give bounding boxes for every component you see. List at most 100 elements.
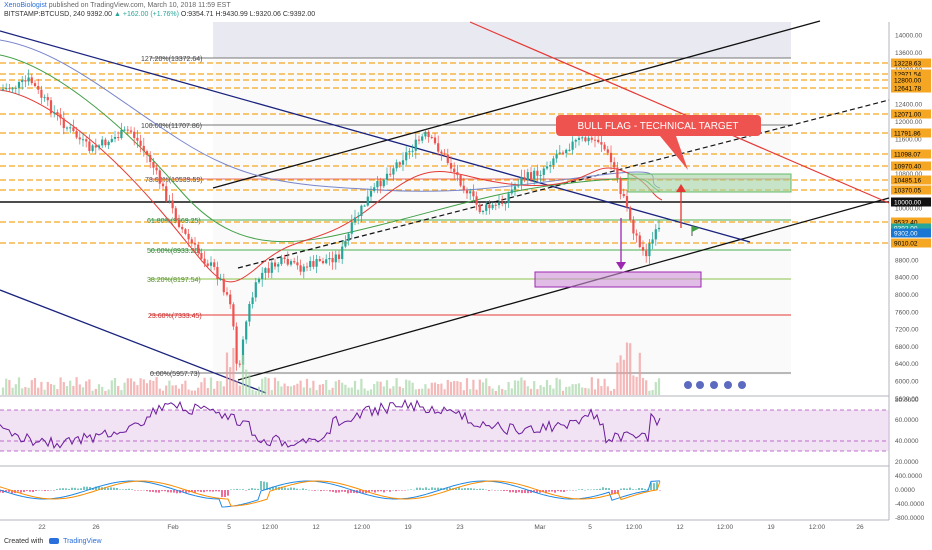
- time-axis-label: 19: [767, 524, 775, 531]
- target-zone: [627, 173, 792, 193]
- price-axis-label: 8800.00: [895, 257, 919, 264]
- tradingview-logo-icon: [49, 538, 60, 545]
- time-axis-label: 26: [856, 524, 864, 531]
- price-tag-bg: [891, 197, 931, 207]
- price-axis-label: 11600.00: [895, 136, 922, 143]
- macd-axis-label: 0.0000: [895, 487, 915, 494]
- flag-icon: [691, 225, 700, 236]
- support-zone: [534, 271, 702, 288]
- publish-info: published on TradingView.com, March 10, …: [48, 2, 231, 9]
- price-tag-bg: [891, 58, 931, 68]
- price-tag: 12971.54: [894, 72, 921, 79]
- author-link[interactable]: XenoBiologist: [4, 2, 47, 9]
- fib-shade-band: [213, 22, 791, 58]
- support-resistance-levels: [0, 62, 889, 244]
- chart-header: XenoBiologist published on TradingView.c…: [0, 0, 932, 22]
- price-axis-label: 7200.00: [895, 327, 919, 334]
- fib-label-7: 0.00%(5957.73): [150, 371, 200, 378]
- price-axis-label: 12000.00: [895, 119, 922, 126]
- price-tag-bg: [891, 175, 931, 185]
- price-tag-bg: [891, 149, 931, 159]
- price-tag: 11791.86: [894, 131, 921, 138]
- macd-axis: 400.0000 0.0000 -400.0000 -800.0000: [895, 473, 925, 522]
- price-axis-label: 5600.00: [895, 396, 919, 403]
- macd-axis-label: -800.0000: [895, 515, 925, 522]
- trend-lines: [0, 20, 890, 394]
- candlesticks: [1, 69, 661, 373]
- price-axis-label: 6000.00: [895, 379, 919, 386]
- price-tag: 9302.00: [894, 231, 918, 238]
- flag-pole-arrow: [616, 218, 626, 270]
- target-arrow: [676, 184, 686, 228]
- price-axis-label: 10000.00: [895, 206, 922, 213]
- rsi-line: [0, 398, 661, 450]
- time-axis-label: 22: [38, 524, 46, 531]
- price-axis-label: 14000.00: [895, 33, 922, 40]
- time-axis-label: Mar: [534, 524, 546, 531]
- price-change: ▲ +162.00 (+1.76%): [114, 11, 179, 18]
- price-tag-bg: [891, 238, 931, 248]
- time-axis-label: Feb: [167, 524, 179, 531]
- time-axis[interactable]: 22 26 Feb 5 12:00 12 12:00 19 23 Mar 5 12:00 12 12:00…: [38, 524, 864, 531]
- rsi-axis-label: 20.0000: [895, 459, 919, 466]
- price-tag: 11098.07: [894, 152, 921, 159]
- price-tag-bg: [891, 217, 931, 227]
- price-tag-bg: [891, 109, 931, 119]
- macd-signal-line: [0, 480, 661, 507]
- price-tag: 9010.02: [894, 241, 918, 248]
- tradingview-link[interactable]: TradingView: [63, 538, 102, 545]
- time-axis-label: 12:00: [717, 524, 734, 531]
- price-tag: 9532.40: [894, 220, 918, 227]
- time-axis-label: 12:00: [354, 524, 371, 531]
- footer: Created with TradingView: [0, 535, 932, 550]
- time-axis-label: 19: [404, 524, 412, 531]
- time-axis-label: 5: [588, 524, 592, 531]
- price-axis-label: 8400.00: [895, 275, 919, 282]
- price-tag-bg: [891, 185, 931, 195]
- macd-axis-label: 400.0000: [895, 473, 922, 480]
- time-axis-label: 12:00: [809, 524, 826, 531]
- price-tag: 12800.00: [894, 78, 921, 85]
- fib-label-6: 23.60%(7333.45): [148, 313, 202, 320]
- created-with-label: Created with: [4, 538, 44, 545]
- symbol-label: BITSTAMP:BTCUSD, 240: [4, 11, 85, 18]
- rsi-axis-label: 80.0000: [895, 397, 919, 404]
- time-axis-label: 12:00: [262, 524, 279, 531]
- price-axis-label: 10800.00: [895, 171, 922, 178]
- time-axis-label: 5: [227, 524, 231, 531]
- price-axis-label: 8000.00: [895, 292, 919, 299]
- fib-label-0: 127.20%(13372.64): [141, 56, 203, 63]
- event-markers[interactable]: [684, 381, 746, 389]
- price-tag: 10370.05: [894, 188, 921, 195]
- macd-axis-label: -400.0000: [895, 501, 925, 508]
- price-tag-bg: [891, 69, 931, 79]
- ohlc-values: O:9354.71 H:9430.99 L:9320.06 C:9392.00: [180, 11, 316, 18]
- fib-label-4: 50.00%(8933.26): [147, 248, 201, 255]
- price-tag-bg: [891, 161, 931, 171]
- time-axis-label: 12: [676, 524, 684, 531]
- rsi-axis-label: 60.0000: [895, 417, 919, 424]
- rsi-axis-label: 40.0000: [895, 438, 919, 445]
- rsi-band: [0, 410, 889, 451]
- price-tag: 13228.63: [894, 61, 921, 68]
- rsi-axis: 80.0000 60.0000 40.0000 20.0000: [895, 397, 919, 466]
- price-tag-bg: [891, 228, 931, 238]
- price-tag-bg: [891, 223, 931, 233]
- fib-label-5: 38.20%(8197.54): [147, 277, 201, 284]
- price-tag-bg: [891, 75, 931, 85]
- time-axis-label: 12:00: [626, 524, 643, 531]
- fib-area: [213, 60, 791, 375]
- price-axis-label: 12400.00: [895, 102, 922, 109]
- time-axis-label: 23: [456, 524, 464, 531]
- price-tag: 10970.40: [894, 164, 921, 171]
- macd-line: [0, 480, 660, 508]
- price-tag: 10000.00: [894, 200, 921, 207]
- price-tag: 12641.78: [894, 86, 921, 93]
- moving-averages: [0, 39, 663, 283]
- price-axis-label: 7600.00: [895, 309, 919, 316]
- price-tag: 10485.16: [894, 178, 921, 185]
- callout-text: BULL FLAG - TECHNICAL TARGET: [578, 121, 739, 132]
- price-tag-bg: [891, 128, 931, 138]
